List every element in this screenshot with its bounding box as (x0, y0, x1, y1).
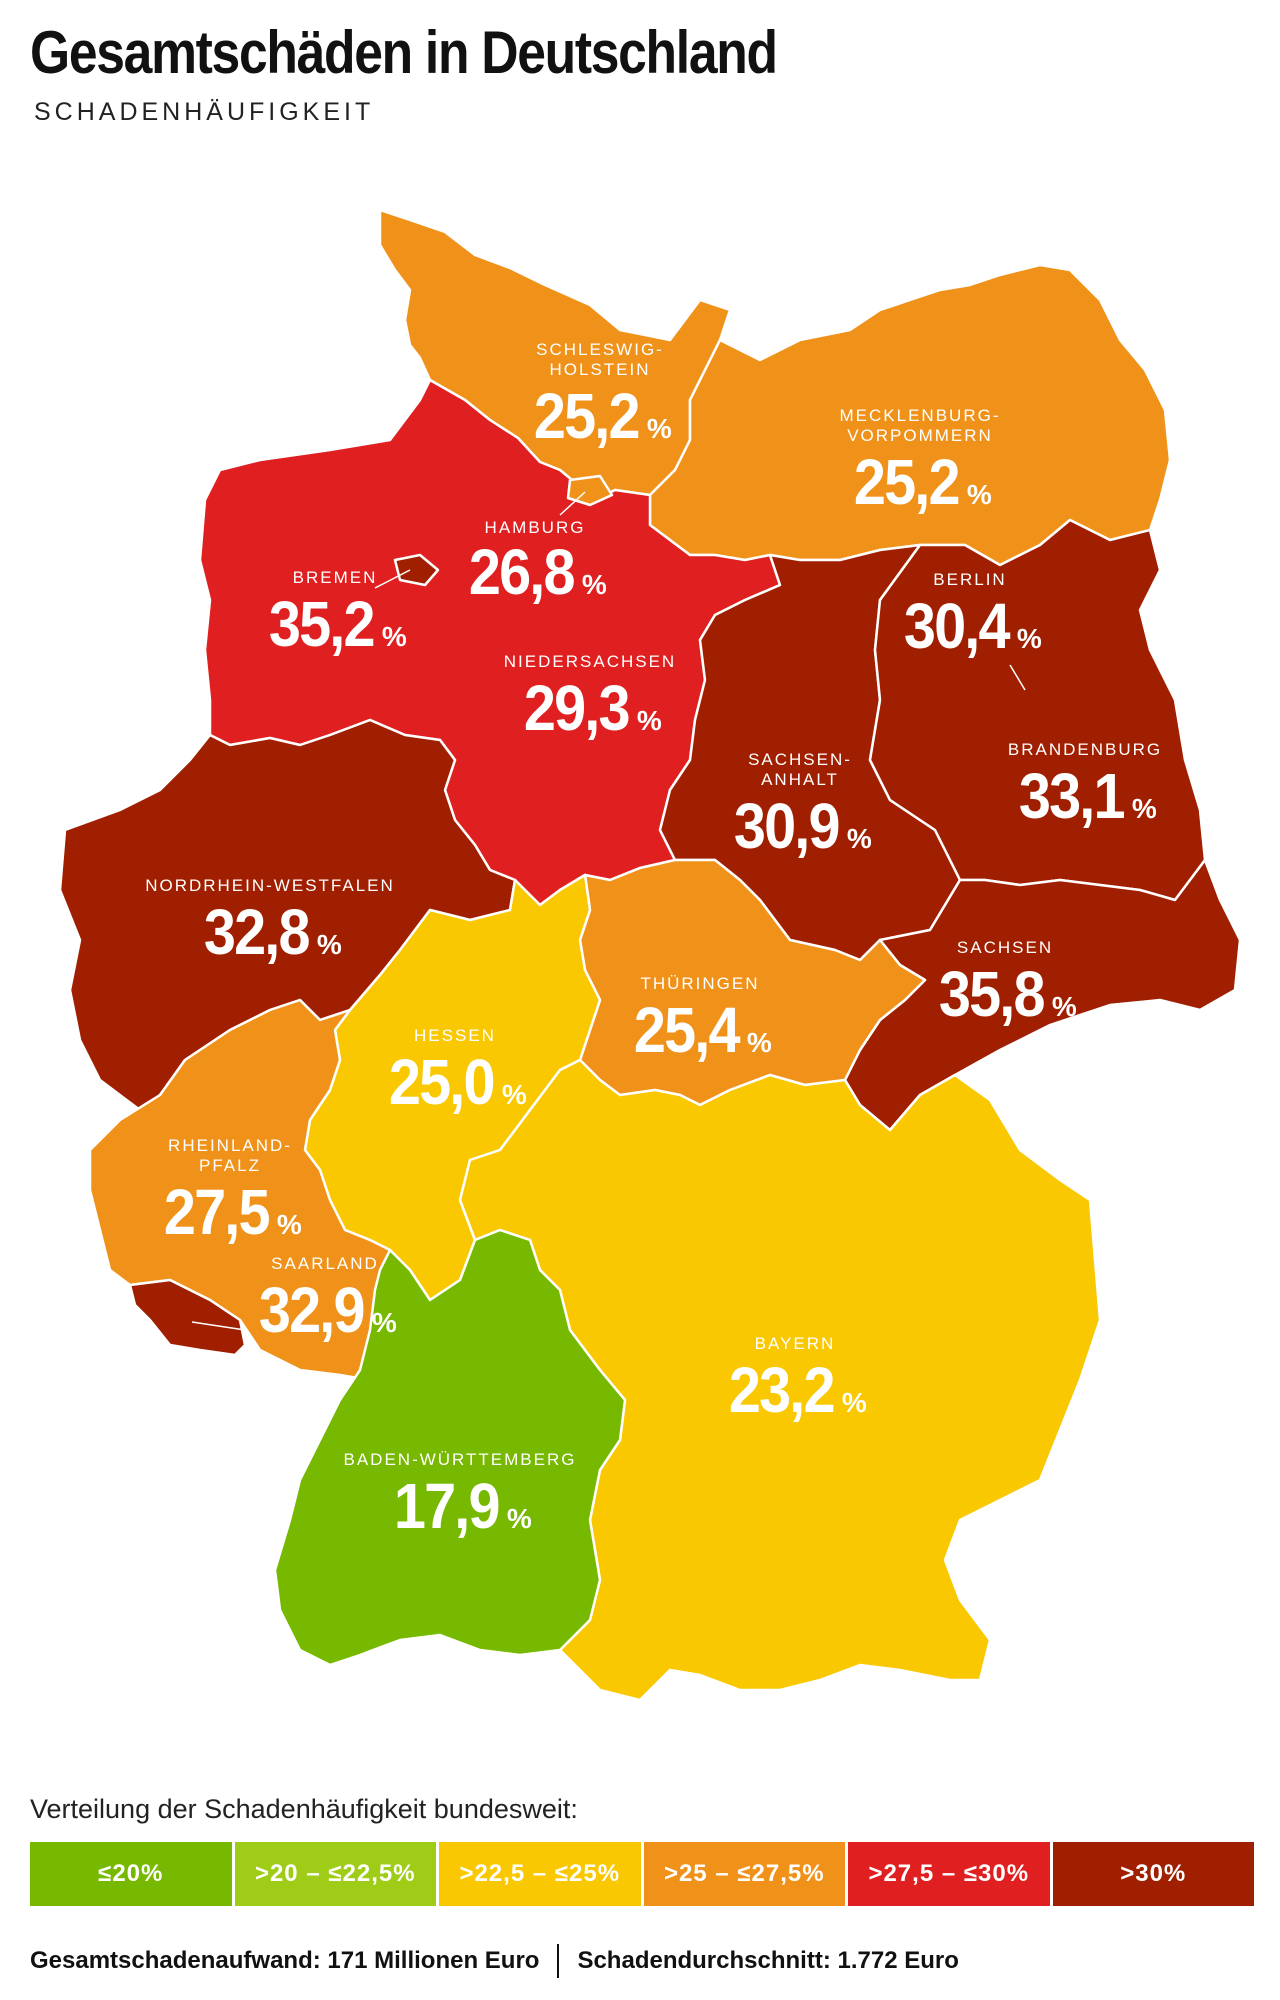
state-name: BADEN-WÜRTTEMBERG (343, 1450, 577, 1469)
state-name: SACHSEN- ANHALT (748, 750, 852, 789)
state-value: 26,8 (469, 536, 576, 608)
legend-label: >25 – ≤27,5% (663, 1860, 825, 1887)
state-unit: % (581, 569, 607, 600)
label-mecklenburg-vorpommern: MECKLENBURG- VORPOMMERN 25,2% (820, 406, 1020, 514)
label-bayern: BAYERN 23,2% (700, 1334, 890, 1422)
legend-item: >22,5 – ≤25% (439, 1842, 641, 1906)
state-unit: % (1016, 623, 1042, 654)
state-name: SAARLAND (271, 1254, 379, 1273)
state-value: 25,4 (634, 994, 741, 1066)
label-rheinland-pfalz: RHEINLAND- PFALZ 27,5% (140, 1136, 320, 1244)
state-name: THÜRINGEN (640, 974, 760, 993)
state-unit: % (646, 413, 672, 444)
legend-item: >27,5 – ≤30% (848, 1842, 1050, 1906)
legend-item: >25 – ≤27,5% (643, 1842, 845, 1906)
label-hamburg: HAMBURG (470, 518, 600, 538)
germany-map (58, 208, 1242, 1702)
label-brandenburg: BRANDENBURG 33,1% (1000, 740, 1170, 828)
state-unit: % (316, 929, 342, 960)
legend-item: >30% (1052, 1842, 1254, 1906)
state-value: 17,9 (394, 1470, 501, 1542)
legend-label: >22,5 – ≤25% (459, 1860, 621, 1887)
legend-label: >27,5 – ≤30% (868, 1860, 1030, 1887)
label-hessen: HESSEN 25,0% (370, 1026, 540, 1114)
footer-separator (557, 1944, 560, 1978)
state-name: NORDRHEIN-WESTFALEN (145, 876, 395, 895)
legend-label: ≤20% (98, 1860, 164, 1887)
state-unit: % (846, 823, 872, 854)
state-name: BAYERN (754, 1334, 836, 1353)
state-value: 30,9 (734, 790, 841, 862)
state-name: BREMEN (292, 568, 378, 587)
label-niedersachsen: NIEDERSACHSEN 29,3% (480, 652, 700, 740)
state-value: 32,9 (259, 1274, 366, 1346)
state-unit: % (841, 1387, 867, 1418)
state-unit: % (276, 1209, 302, 1240)
state-unit: % (381, 621, 407, 652)
state-value: 29,3 (524, 672, 631, 744)
state-unit: % (1051, 991, 1077, 1022)
state-value: 25,0 (389, 1046, 496, 1118)
footer-average-damage: Schadendurchschnitt: 1.772 Euro (577, 1947, 959, 1974)
leader-lines (0, 0, 1280, 1760)
label-nordrhein-westfalen: NORDRHEIN-WESTFALEN 32,8% (130, 876, 410, 964)
state-name: MECKLENBURG- VORPOMMERN (839, 406, 1001, 445)
legend: ≤20% >20 – ≤22,5% >22,5 – ≤25% >25 – ≤27… (30, 1842, 1254, 1906)
state-value: 23,2 (729, 1354, 836, 1426)
page-subtitle: SCHADENHÄUFIGKEIT (34, 98, 375, 126)
state-unit: % (501, 1079, 527, 1110)
state-value: 33,1 (1019, 760, 1126, 832)
state-name: NIEDERSACHSEN (503, 652, 677, 671)
legend-title: Verteilung der Schadenhäufigkeit bundesw… (30, 1794, 578, 1824)
state-value: 25,2 (854, 446, 961, 518)
state-name: SACHSEN (956, 938, 1054, 957)
legend-label: >30% (1120, 1860, 1187, 1887)
state-unit: % (746, 1027, 772, 1058)
state-name: HAMBURG (484, 518, 586, 537)
label-berlin: BERLIN 30,4% (880, 570, 1060, 658)
state-value: 35,8 (939, 958, 1046, 1030)
state-unit: % (966, 479, 992, 510)
label-baden-wuerttemberg: BADEN-WÜRTTEMBERG 17,9% (330, 1450, 590, 1538)
label-hamburg-value: 26,8% (445, 536, 625, 604)
state-name: BRANDENBURG (1007, 740, 1163, 759)
label-saarland: SAARLAND 32,9% (240, 1254, 410, 1342)
state-name: SCHLESWIG- HOLSTEIN (536, 340, 664, 379)
legend-label: >20 – ≤22,5% (254, 1860, 416, 1887)
state-unit: % (371, 1307, 397, 1338)
state-value: 35,2 (269, 588, 376, 660)
label-thueringen: THÜRINGEN 25,4% (615, 974, 785, 1062)
state-name: BERLIN (933, 570, 1007, 589)
legend-item: ≤20% (30, 1842, 232, 1906)
state-baden-wuerttemberg (273, 1228, 627, 1667)
footer-total-damage: Gesamtschadenaufwand: 171 Millionen Euro (30, 1947, 540, 1974)
label-schleswig-holstein: SCHLESWIG- HOLSTEIN 25,2% (510, 340, 690, 448)
state-name: RHEINLAND- PFALZ (168, 1136, 292, 1175)
legend-item: >20 – ≤22,5% (234, 1842, 436, 1906)
state-value: 25,2 (534, 380, 641, 452)
state-unit: % (506, 1503, 532, 1534)
label-sachsen: SACHSEN 35,8% (920, 938, 1090, 1026)
footer: Gesamtschadenaufwand: 171 Millionen Euro… (30, 1944, 959, 1978)
state-name: HESSEN (414, 1026, 496, 1045)
state-unit: % (1131, 793, 1157, 824)
state-value: 32,8 (204, 896, 311, 968)
state-saarland (128, 1278, 247, 1357)
state-unit: % (636, 705, 662, 736)
label-bremen: BREMEN 35,2% (245, 568, 425, 656)
label-sachsen-anhalt: SACHSEN- ANHALT 30,9% (715, 750, 885, 858)
state-value: 27,5 (164, 1176, 271, 1248)
state-bremen (393, 553, 440, 587)
state-value: 30,4 (904, 590, 1011, 662)
page-title: Gesamtschäden in Deutschland (30, 19, 778, 86)
